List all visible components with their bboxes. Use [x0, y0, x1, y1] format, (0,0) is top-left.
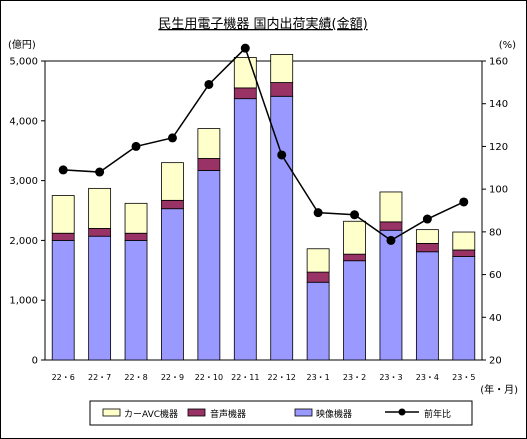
right-tick-label: 60 — [489, 270, 502, 281]
x-category-label: 22・11 — [231, 373, 259, 382]
bar-segment-audio — [161, 199, 184, 210]
x-category-label: 23・5 — [452, 373, 475, 382]
yoy-point — [204, 79, 214, 89]
x-axis-labels: 22・6 22・7 22・8 22・9 22・10 22・11 22・12 23・1 23・2 2… — [52, 373, 476, 382]
x-category-label: 23・4 — [416, 373, 439, 382]
yoy-point — [422, 214, 432, 224]
yoy-point — [277, 150, 287, 160]
yoy-point — [131, 141, 141, 151]
bar-segment-car-avc — [415, 229, 439, 244]
yoy-point — [95, 167, 105, 177]
bar-segment-video — [88, 235, 112, 361]
right-tick-label: 140 — [489, 99, 508, 110]
bar-segment-audio — [233, 87, 257, 100]
bar-segment-audio — [415, 242, 439, 253]
left-tick-label: 3,000 — [9, 176, 38, 187]
bar-segment-video — [452, 256, 476, 361]
bar-segment-audio — [197, 158, 221, 171]
right-tick-label: 80 — [489, 227, 502, 238]
bar-segment-audio — [306, 271, 330, 283]
bar-segment-audio — [88, 228, 112, 237]
bar-segment-car-avc — [270, 54, 294, 83]
legend-label-audio: 音声機器 — [210, 408, 246, 420]
left-tick-label: 5,000 — [9, 57, 38, 68]
bar-segment-car-avc — [306, 248, 330, 273]
bar-segment-audio — [51, 232, 75, 241]
x-category-label: 22・6 — [52, 373, 75, 382]
bar-segment-video — [51, 239, 75, 361]
x-category-label: 22・9 — [161, 373, 184, 382]
bar-segment-video — [270, 95, 294, 361]
right-axis-ticks: 20 40 60 80 100 120 140 160 — [482, 57, 508, 367]
bar-segment-car-avc — [88, 187, 112, 229]
legend-label-video: 映像機器 — [316, 408, 352, 420]
yoy-point — [386, 235, 396, 245]
yoy-point — [167, 133, 177, 143]
legend-box — [89, 400, 473, 426]
bar-segment-car-avc — [124, 202, 148, 234]
right-tick-label: 100 — [489, 185, 508, 196]
bar-segment-video — [343, 260, 366, 361]
chart-title: 民生用電子機器 国内出荷実績(金額) — [158, 16, 367, 32]
yoy-point — [313, 208, 323, 218]
x-axis-unit: (年・月) — [480, 383, 518, 396]
x-category-label: 22・10 — [195, 373, 223, 382]
x-category-label: 23・3 — [379, 373, 402, 382]
bar-segment-car-avc — [51, 195, 75, 234]
bar-segment-video — [306, 281, 330, 361]
bar-segment-audio — [343, 253, 366, 262]
bar-segment-car-avc — [343, 220, 366, 255]
left-axis-ticks: 0 1,000 2,000 3,000 4,000 5,000 — [9, 57, 45, 367]
yoy-point — [240, 43, 250, 53]
yoy-line-series — [58, 43, 469, 245]
bar-segment-car-avc — [161, 162, 184, 201]
bar-segment-car-avc — [379, 191, 403, 223]
left-tick-label: 4,000 — [9, 116, 38, 127]
right-tick-label: 160 — [489, 57, 508, 68]
bar-segment-car-avc — [197, 128, 221, 159]
legend-swatch-car-avc — [102, 408, 121, 417]
bar-segment-video — [233, 98, 257, 361]
bar-segment-video — [415, 251, 439, 361]
yoy-point — [350, 210, 360, 220]
legend-label-yoy: 前年比 — [424, 408, 451, 420]
bar-segment-audio — [124, 232, 148, 241]
legend-marker-yoy — [398, 408, 406, 416]
left-tick-label: 2,000 — [9, 236, 38, 247]
yoy-line — [63, 46, 465, 242]
stacked-bars — [51, 54, 476, 361]
legend-swatch-video — [294, 408, 313, 417]
x-category-label: 22・7 — [88, 373, 111, 382]
yoy-point — [459, 197, 469, 207]
bar-segment-car-avc — [452, 231, 476, 251]
bar-segment-audio — [270, 82, 294, 97]
bar-segment-video — [124, 239, 148, 361]
legend-swatch-audio — [187, 408, 206, 417]
right-tick-label: 120 — [489, 142, 508, 153]
x-category-label: 22・12 — [268, 373, 296, 382]
bar-segment-video — [197, 170, 221, 361]
bar-segment-video — [161, 208, 184, 361]
left-tick-label: 1,000 — [9, 296, 38, 307]
legend: カーAVC機器 音声機器 映像機器 前年比 — [89, 400, 473, 426]
legend-label-car-avc: カーAVC機器 — [124, 408, 178, 420]
x-category-label: 23・1 — [306, 373, 329, 382]
x-category-label: 23・2 — [343, 373, 366, 382]
right-tick-label: 40 — [489, 313, 502, 324]
right-tick-label: 20 — [489, 356, 502, 367]
x-category-label: 22・8 — [124, 373, 147, 382]
left-axis-unit: (億円) — [8, 38, 36, 51]
yoy-point — [58, 165, 68, 175]
right-axis-unit: (%) — [499, 40, 516, 51]
bar-segment-audio — [452, 249, 476, 257]
bar-segment-video — [379, 229, 403, 361]
plot-area — [44, 60, 483, 361]
left-tick-label: 0 — [32, 356, 38, 367]
bar-segment-audio — [379, 221, 403, 231]
